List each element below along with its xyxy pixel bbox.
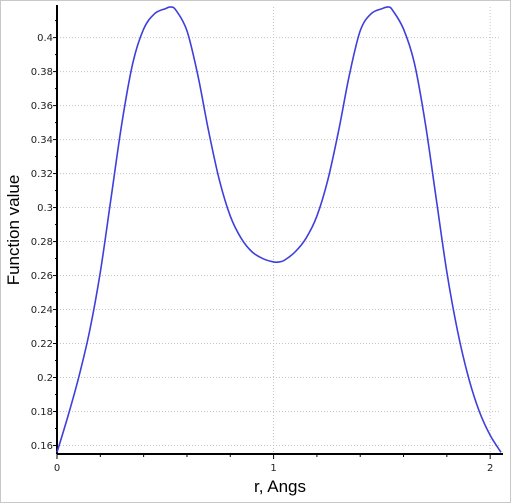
y-tick-label: 0.32 — [31, 169, 53, 180]
y-tick-label: 0.2 — [37, 373, 53, 384]
y-tick-label: 0.34 — [31, 135, 53, 146]
x-tick-label: 1 — [270, 463, 276, 474]
x-axis-title: r, Angs — [254, 477, 306, 496]
y-tick-label: 0.28 — [31, 237, 53, 248]
series-line — [56, 6, 502, 453]
y-tick-label: 0.22 — [31, 339, 53, 350]
y-tick-label: 0.38 — [31, 67, 53, 78]
y-tick-label: 0.26 — [31, 271, 53, 282]
x-tick-label: 0 — [54, 463, 60, 474]
y-tick-label: 0.3 — [37, 203, 53, 214]
tick-labels: 0.16 0.18 0.2 0.22 0.24 0.26 0.28 0.3 0.32 0.34 0.… — [31, 33, 494, 474]
axes — [53, 5, 503, 459]
y-tick-label: 0.4 — [37, 33, 53, 44]
y-tick-label: 0.24 — [31, 305, 53, 316]
y-tick-label: 0.16 — [31, 441, 53, 452]
y-tick-label: 0.36 — [31, 101, 53, 112]
series-layer — [56, 6, 502, 453]
y-axis-title: Function value — [4, 175, 23, 286]
grid-lines — [57, 7, 501, 454]
y-tick-label: 0.18 — [31, 407, 53, 418]
x-tick-label: 2 — [487, 463, 493, 474]
